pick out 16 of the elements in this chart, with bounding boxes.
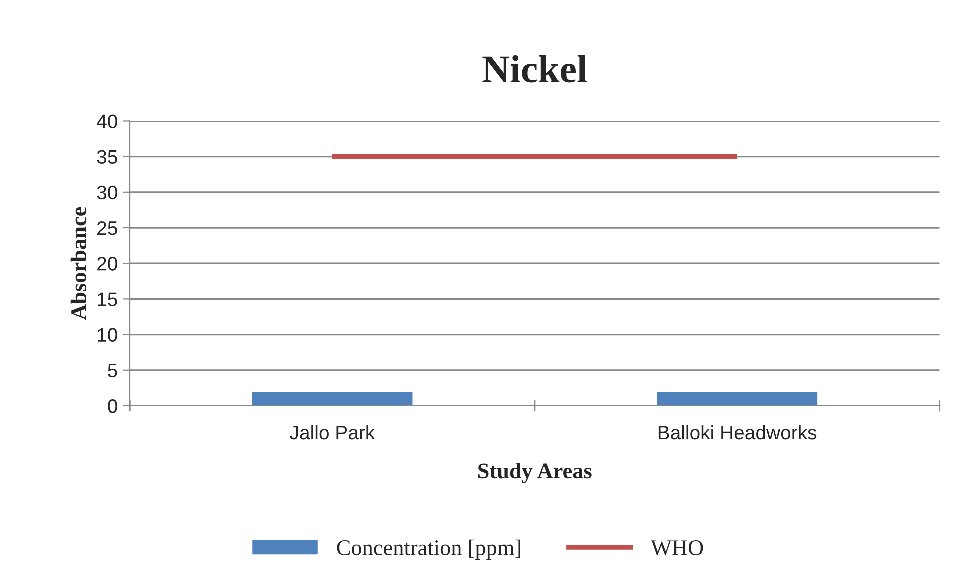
y-tick-label: 40 [97, 114, 118, 128]
legend-label: WHO [651, 540, 704, 556]
x-tick-label: Balloki Headworks [658, 425, 817, 440]
legend-label: Concentration [ppm] [337, 540, 520, 560]
y-tick-label: 25 [98, 221, 118, 236]
x-axis-title: Study Areas [478, 463, 592, 484]
y-tick-label: 0 [108, 399, 118, 414]
y-tick-label: 30 [97, 186, 118, 200]
y-tick-label: 15 [98, 292, 118, 306]
y-tick-label: 35 [97, 150, 118, 164]
x-tick-label: Jallo Park [290, 425, 376, 440]
chart-title: Nickel [482, 55, 588, 83]
y-tick-label: 20 [98, 257, 118, 271]
y-tick-label: 5 [108, 364, 118, 378]
y-tick-label: 10 [98, 328, 118, 342]
y-axis-title: Absorbance [70, 207, 87, 320]
